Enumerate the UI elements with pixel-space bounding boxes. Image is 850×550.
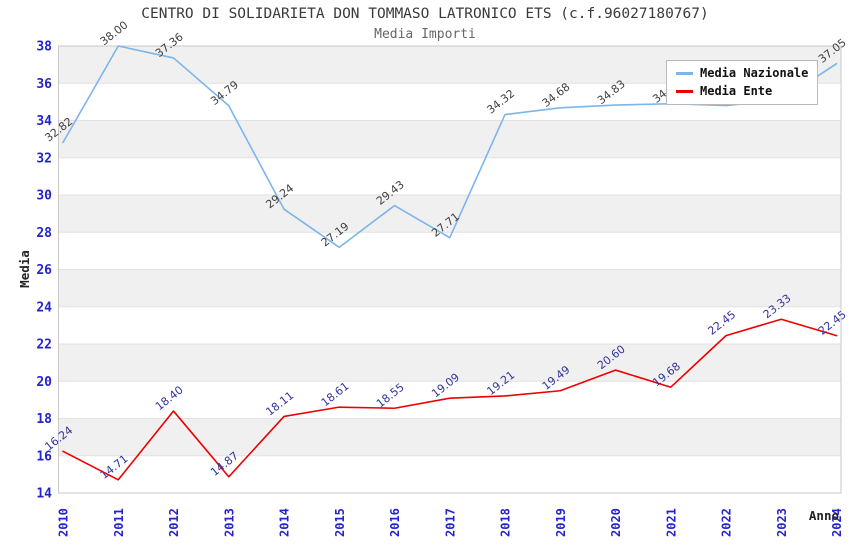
x-tick-label: 2015: [333, 508, 347, 537]
x-tick-label: 2017: [443, 508, 457, 537]
plot-band: [58, 418, 841, 456]
legend-item-label: Media Ente: [700, 84, 773, 98]
legend-line-swatch-icon: [676, 72, 693, 75]
legend-item-label: Media Nazionale: [700, 66, 809, 80]
x-tick-label: 2022: [720, 508, 734, 537]
data-label: 38.00: [98, 18, 131, 48]
plot-band: [58, 455, 841, 493]
plot-band: [58, 120, 841, 158]
y-tick-label: 28: [36, 226, 52, 241]
y-tick-label: 30: [36, 189, 52, 204]
legend-item-media-ente: Media Ente: [676, 84, 808, 99]
plot-band: [58, 381, 841, 419]
series-line-media-ente: [62, 318, 838, 481]
legend: Media Nazionale Media Ente: [666, 60, 819, 105]
y-axis-ticks: 14 16 18 20 22 24 26 28 30 32 34 36 38: [36, 40, 52, 502]
x-tick-label: 2023: [775, 508, 789, 537]
plot-band: [58, 306, 841, 344]
x-tick-label: 2011: [112, 508, 126, 537]
x-tick-label: 2010: [57, 508, 71, 537]
x-axis-ticks: 2010 2011 2012 2013 2014 2015 2016 2017 2018 2019…: [57, 508, 845, 537]
x-tick-label: 2020: [609, 508, 623, 537]
x-tick-label: 2013: [222, 508, 236, 537]
plot-band: [58, 269, 841, 307]
y-tick-label: 36: [36, 77, 52, 92]
y-tick-label: 38: [36, 40, 52, 55]
x-tick-label: 2018: [499, 508, 513, 537]
legend-line-swatch-icon: [676, 90, 693, 93]
legend-item-media-nazionale: Media Nazionale: [676, 66, 808, 81]
x-tick-label: 2021: [664, 508, 678, 537]
y-tick-label: 32: [36, 151, 52, 166]
plot-bands: [58, 46, 841, 493]
gridlines: [58, 82, 841, 457]
y-tick-label: 16: [36, 449, 52, 464]
plot-band: [58, 157, 841, 195]
x-axis-title: Anno: [809, 508, 839, 523]
y-tick-label: 22: [36, 338, 52, 353]
x-tick-label: 2019: [554, 508, 568, 537]
y-tick-label: 18: [36, 412, 52, 427]
chart-subtitle: Media Importi: [374, 27, 476, 42]
plot-border: [58, 45, 842, 494]
y-tick-label: 14: [36, 487, 52, 502]
y-tick-label: 20: [36, 375, 52, 390]
plot-band: [58, 232, 841, 270]
y-axis-title: Media: [17, 250, 32, 288]
y-tick-label: 24: [36, 300, 52, 315]
plot-band: [58, 195, 841, 233]
y-tick-label: 26: [36, 263, 52, 278]
series-media-ente: [62, 318, 838, 481]
x-tick-label: 2024: [830, 508, 844, 537]
x-tick-label: 2016: [388, 508, 402, 537]
chart-title: CENTRO DI SOLIDARIETA DON TOMMASO LATRON…: [141, 6, 709, 22]
y-tick-label: 34: [36, 114, 52, 129]
x-tick-label: 2012: [167, 508, 181, 537]
x-tick-label: 2014: [278, 508, 292, 537]
